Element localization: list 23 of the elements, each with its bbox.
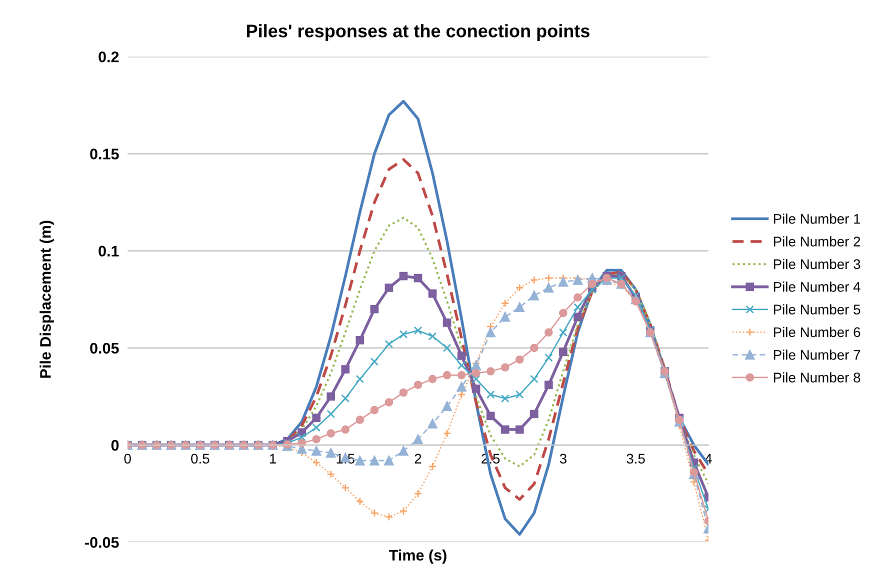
y-tick-label: 0.05 [90, 342, 119, 354]
y-axis-title: Pile Displacement (m) [40, 220, 54, 378]
legend-label: Pile Number 8 [774, 372, 860, 382]
x-tick-label: 3.5 [626, 454, 645, 464]
x-tick-label: 0 [124, 454, 131, 464]
legend-label: Pile Number 5 [774, 304, 860, 314]
y-tick-label: -0.05 [85, 537, 119, 548]
x-tick-label: 2 [414, 454, 422, 464]
x-tick-label: 1 [270, 454, 276, 464]
legend-label: Pile Number 1 [774, 214, 860, 224]
legend-label: Pile Number 7 [774, 350, 860, 360]
x-tick-label: 3 [560, 454, 566, 464]
x-tick-label: 0.5 [191, 454, 210, 464]
legend-label: Pile Number 4 [774, 282, 860, 292]
legend-label: Pile Number 6 [774, 326, 860, 338]
chart-title: Piles' responses at the conection points [247, 24, 590, 41]
y-tick-label: 0.1 [98, 246, 119, 257]
y-tick-label: 0 [111, 440, 119, 451]
y-tick-label: 0.15 [90, 148, 119, 160]
x-axis-title: Time (s) [389, 549, 446, 564]
legend-label: Pile Number 3 [774, 258, 860, 270]
legend-label: Pile Number 2 [774, 236, 860, 246]
y-tick-label: 0.2 [98, 52, 119, 62]
